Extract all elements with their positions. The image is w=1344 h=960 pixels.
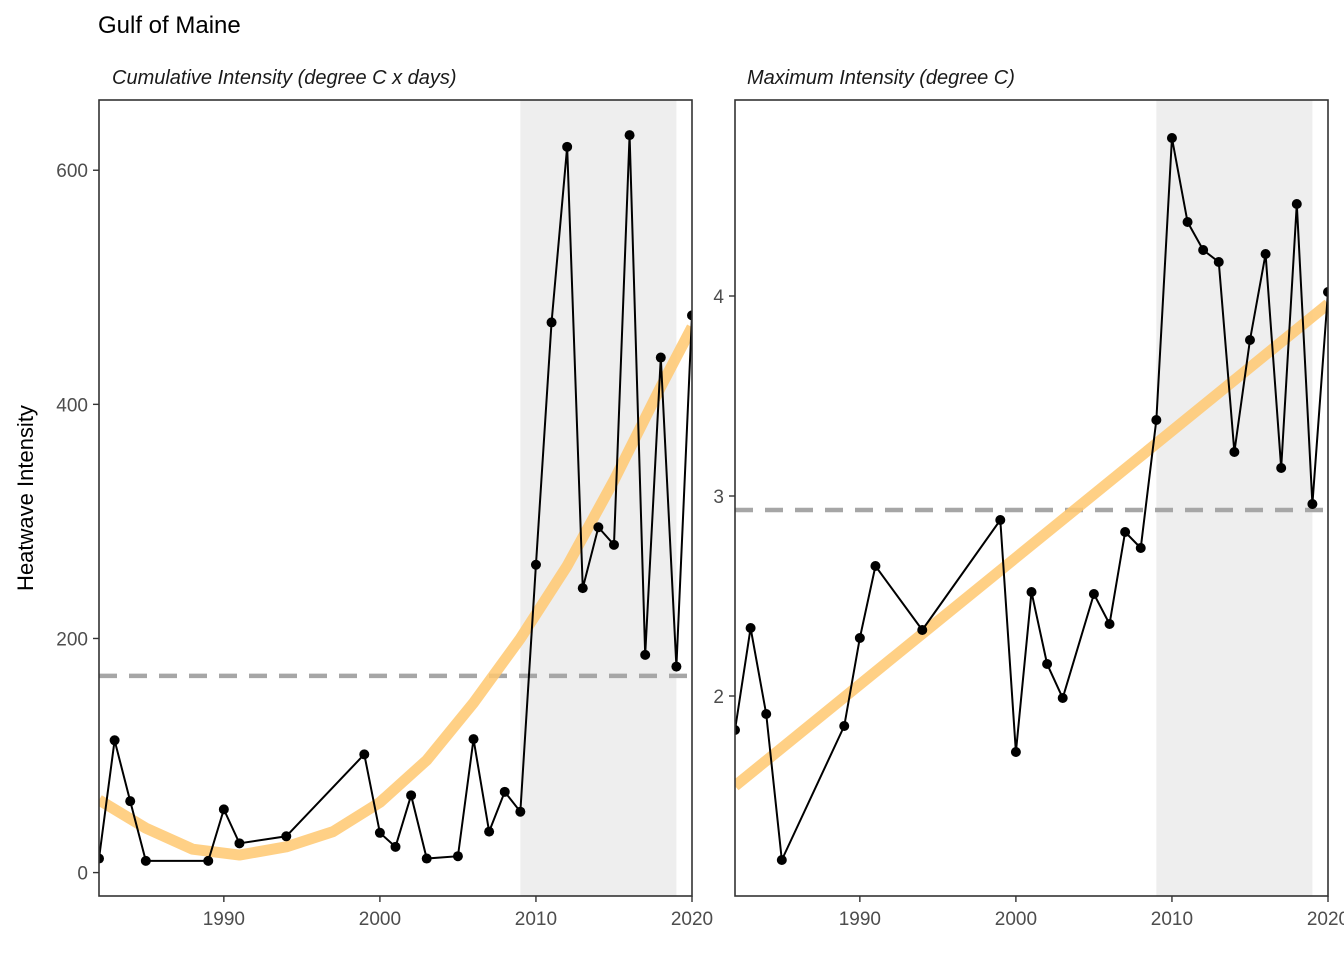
panel-title-maximum: Maximum Intensity (degree C)	[747, 67, 1015, 89]
data-point	[1042, 659, 1053, 669]
y-tick-label: 200	[56, 629, 88, 650]
data-point	[640, 649, 651, 660]
x-tick-label: 1990	[839, 909, 881, 930]
y-tick-label: 2	[713, 687, 724, 708]
data-point	[234, 838, 245, 849]
data-point	[593, 522, 604, 533]
data-point	[452, 851, 463, 862]
data-point	[1057, 693, 1068, 703]
panel-maximum-intensity: Maximum Intensity (degree C) 1990 2000 201…	[713, 67, 1344, 930]
data-point	[917, 625, 928, 635]
x-tick-label: 2020	[1307, 909, 1344, 930]
data-point	[854, 633, 865, 643]
data-point	[1213, 257, 1224, 267]
data-point	[1229, 447, 1240, 457]
data-point	[1120, 527, 1131, 537]
y-tick-label: 0	[77, 864, 88, 885]
data-point	[546, 317, 557, 328]
data-point	[281, 831, 292, 842]
y-tick-label: 600	[56, 161, 88, 182]
data-point	[1307, 499, 1318, 509]
y-tick-label: 3	[713, 487, 724, 508]
x-tick-label: 2000	[995, 909, 1037, 930]
data-point	[761, 709, 772, 719]
data-point	[390, 841, 401, 852]
data-point	[1323, 287, 1328, 297]
data-point	[608, 539, 619, 550]
data-point	[1182, 217, 1193, 227]
data-point	[1088, 589, 1099, 599]
data-point	[655, 352, 666, 363]
data-point	[735, 725, 740, 735]
data-point	[515, 806, 526, 817]
data-point	[624, 130, 635, 141]
data-point	[776, 855, 787, 865]
data-point	[125, 796, 136, 807]
x-tick-label: 2020	[671, 909, 713, 930]
data-point	[1198, 245, 1209, 255]
data-point	[484, 826, 495, 837]
data-point	[99, 853, 104, 864]
x-tick-label: 2010	[515, 909, 557, 930]
data-point	[1276, 463, 1287, 473]
x-tick-label: 1990	[203, 909, 245, 930]
data-point	[687, 310, 692, 321]
panel-border	[98, 99, 693, 897]
data-point	[1291, 199, 1302, 209]
trend-line	[99, 324, 692, 861]
data-point	[1010, 747, 1021, 757]
figure-title: Gulf of Maine	[98, 12, 241, 39]
data-point	[870, 561, 881, 571]
data-point	[1151, 415, 1162, 425]
data-point	[577, 583, 588, 594]
data-point	[203, 855, 214, 866]
data-point	[1135, 543, 1146, 553]
data-point	[839, 721, 850, 731]
data-point	[1166, 133, 1177, 143]
data-point	[995, 515, 1006, 525]
panel-title-cumulative: Cumulative Intensity (degree C x days)	[112, 67, 457, 89]
data-point	[1260, 249, 1271, 259]
y-tick-label: 4	[713, 287, 724, 308]
data-point	[499, 786, 510, 797]
data-point	[468, 734, 479, 745]
plot-area	[735, 100, 1328, 896]
data-point	[745, 623, 756, 633]
shaded-period	[1156, 100, 1313, 896]
data-point	[374, 827, 385, 838]
panel-cumulative-intensity: Cumulative Intensity (degree C x days) 1…	[56, 67, 713, 930]
plot-area	[99, 100, 692, 896]
data-point	[1026, 587, 1037, 597]
data-point	[109, 735, 120, 746]
panel-border	[734, 99, 1329, 897]
data-point	[359, 749, 370, 760]
y-axis-label: Heatwave Intensity	[13, 405, 38, 591]
data-point	[1104, 619, 1115, 629]
data-point	[218, 804, 229, 815]
y-tick-label: 400	[56, 395, 88, 416]
data-point	[406, 790, 417, 801]
x-tick-label: 2010	[1151, 909, 1193, 930]
x-tick-label: 2000	[359, 909, 401, 930]
data-point	[1244, 335, 1255, 345]
data-point	[421, 853, 432, 864]
data-point	[140, 855, 151, 866]
data-point	[562, 141, 573, 152]
data-point	[671, 661, 682, 672]
data-point	[530, 559, 541, 570]
